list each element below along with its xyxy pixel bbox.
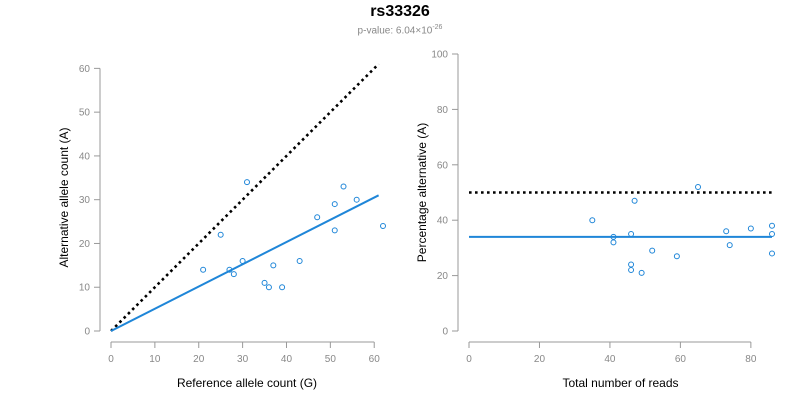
y-tick-label: 80 <box>437 105 449 116</box>
x-axis-label: Reference allele count (G) <box>177 376 317 390</box>
y-tick-label: 100 <box>431 50 448 61</box>
data-point <box>610 239 617 246</box>
x-tick-label: 0 <box>108 354 114 365</box>
data-point <box>769 250 775 257</box>
y-tick-label: 0 <box>84 327 90 338</box>
data-point <box>649 247 656 254</box>
chart-title: rs33326 <box>370 3 430 20</box>
x-tick-label: 20 <box>534 354 546 365</box>
chart-subtitle: p-value: 6.04×10-26 <box>0 24 800 36</box>
data-point <box>340 183 347 190</box>
data-point <box>769 222 775 229</box>
p-value-exponent: -26 <box>432 24 443 31</box>
data-point <box>239 257 246 264</box>
data-point <box>747 225 754 232</box>
y-tick-label: 20 <box>437 271 449 282</box>
data-point <box>673 253 680 260</box>
data-point <box>610 233 617 240</box>
fit-line <box>110 194 380 332</box>
data-point <box>589 217 596 224</box>
data-point <box>314 214 321 221</box>
data-point <box>244 179 250 186</box>
data-point <box>695 183 702 190</box>
y-axis-label: Alternative allele count (A) <box>57 127 71 267</box>
data-point <box>628 261 635 268</box>
x-tick-label: 40 <box>281 354 293 365</box>
y-tick-label: 10 <box>79 283 91 294</box>
data-point <box>331 227 338 234</box>
plot-panel-1: 0 10 20 30 40 50 60 0 10 20 30 40 50 60 Reference alle… <box>57 63 386 390</box>
y-tick-label: 60 <box>79 64 91 75</box>
data-point <box>265 284 272 291</box>
data-point <box>628 267 635 274</box>
data-point <box>726 242 733 249</box>
plot-panel-2: 0 20 40 60 80 100 0 20 40 60 80 Total number of rea… <box>415 50 775 390</box>
expected-line <box>110 63 380 332</box>
x-axis-label: Total number of reads <box>562 376 678 390</box>
x-tick-label: 50 <box>325 354 337 365</box>
data-point <box>723 228 730 235</box>
y-tick-label: 30 <box>79 195 91 206</box>
data-point <box>226 266 233 273</box>
x-tick-label: 20 <box>193 354 205 365</box>
data-point <box>380 222 386 229</box>
data-point <box>353 196 360 203</box>
y-tick-label: 60 <box>437 160 449 171</box>
data-point <box>296 257 303 264</box>
data-point <box>331 201 338 208</box>
x-tick-label: 0 <box>466 354 472 365</box>
data-point <box>628 231 635 238</box>
p-value-text: p-value: 6.04×10 <box>357 25 433 37</box>
data-point <box>279 284 286 291</box>
y-tick-label: 20 <box>79 239 91 250</box>
data-point <box>638 269 645 276</box>
x-tick-label: 80 <box>745 354 757 365</box>
y-axis-label: Percentage alternative (A) <box>415 123 429 262</box>
data-point <box>270 262 277 269</box>
data-point <box>200 266 207 273</box>
data-point <box>769 231 775 238</box>
y-tick-label: 50 <box>79 108 91 119</box>
x-tick-label: 10 <box>149 354 161 365</box>
y-tick-label: 40 <box>437 216 449 227</box>
y-tick-label: 40 <box>79 151 91 162</box>
x-tick-label: 60 <box>675 354 687 365</box>
data-point <box>631 197 638 204</box>
data-point <box>230 271 237 278</box>
data-point <box>261 279 268 286</box>
x-tick-label: 40 <box>604 354 616 365</box>
x-tick-label: 60 <box>369 354 381 365</box>
y-tick-label: 0 <box>442 327 448 338</box>
data-point <box>217 231 224 238</box>
x-tick-label: 30 <box>237 354 249 365</box>
